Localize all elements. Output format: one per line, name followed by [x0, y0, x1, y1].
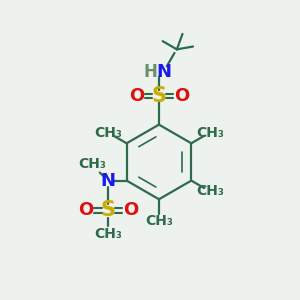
Text: CH₃: CH₃: [94, 227, 122, 242]
Text: CH₃: CH₃: [78, 157, 106, 171]
Text: CH₃: CH₃: [196, 125, 224, 140]
Text: O: O: [78, 202, 93, 220]
Text: S: S: [152, 86, 166, 106]
Text: N: N: [157, 63, 172, 81]
Text: O: O: [123, 202, 138, 220]
Text: O: O: [129, 87, 144, 105]
Text: N: N: [100, 172, 116, 190]
Text: H: H: [143, 63, 157, 81]
Text: CH₃: CH₃: [94, 125, 122, 140]
Text: CH₃: CH₃: [196, 184, 224, 198]
Text: O: O: [174, 87, 189, 105]
Text: S: S: [100, 200, 116, 220]
Text: CH₃: CH₃: [145, 214, 173, 228]
